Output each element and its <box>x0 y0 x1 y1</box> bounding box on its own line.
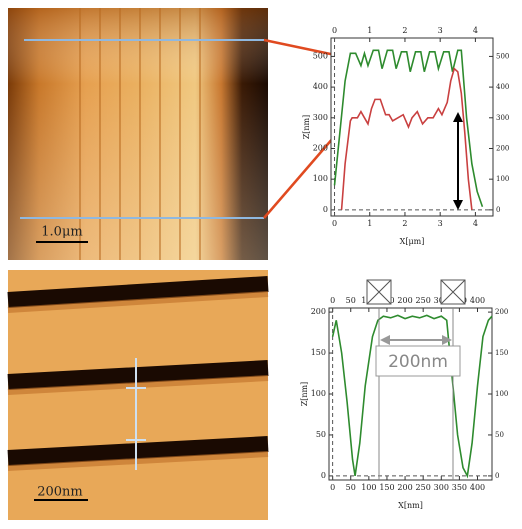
page: 1.0μm 200nm 0011223344001001002002003003… <box>0 0 522 525</box>
x-tick-label-top: 250 <box>416 296 431 305</box>
x-axis-label: X[nm] <box>398 501 423 510</box>
x-tick-label-top: 0 <box>332 26 337 35</box>
afm-shade <box>8 8 268 260</box>
y-tick-label-right: 300 <box>496 114 509 122</box>
y-tick-label: 200 <box>311 307 326 316</box>
x-tick-label: 100 <box>361 483 376 492</box>
y-tick-label: 100 <box>311 389 326 398</box>
x-tick-label-top: 4 <box>473 26 478 35</box>
x-tick-label: 4 <box>473 219 478 228</box>
x-tick-label-top: 2 <box>402 26 407 35</box>
y-tick-label-right: 200 <box>495 308 508 316</box>
x-tick-label: 150 <box>379 483 394 492</box>
plot-frame <box>329 308 492 480</box>
x-tick-label: 1 <box>367 219 372 228</box>
y-tick-label-right: 200 <box>496 144 509 152</box>
y-tick-label-right: 400 <box>496 83 509 91</box>
x-tick-label: 300 <box>434 483 449 492</box>
annotation: 200nm <box>388 352 448 372</box>
y-tick-label-right: 0 <box>496 206 500 214</box>
y-tick-label-right: 0 <box>495 472 499 480</box>
y-tick-label: 300 <box>313 113 328 122</box>
x-tick-label-top: 400 <box>470 296 485 305</box>
x-tick-label: 3 <box>438 219 443 228</box>
x-tick-label-top: 3 <box>438 26 443 35</box>
y-axis-label: Z[nm] <box>302 115 311 140</box>
figure: 1.0μm 200nm 0011223344001001002002003003… <box>0 0 522 525</box>
y-tick-label: 200 <box>313 143 328 152</box>
scale-label: 1.0μm <box>41 225 82 240</box>
y-tick-label-right: 100 <box>496 175 509 183</box>
x-tick-label: 250 <box>416 483 431 492</box>
y-tick-label: 150 <box>311 348 326 357</box>
x-tick-label-top: 1 <box>367 26 372 35</box>
y-tick-label-right: 50 <box>495 431 504 439</box>
x-tick-label: 50 <box>346 483 356 492</box>
y-tick-label: 0 <box>323 205 328 214</box>
x-tick-label: 0 <box>332 219 337 228</box>
y-tick-label-right: 150 <box>495 349 508 357</box>
y-tick-label: 50 <box>316 430 326 439</box>
y-tick-label-right: 500 <box>496 52 509 60</box>
y-tick-label: 100 <box>313 174 328 183</box>
y-axis-label: Z[nm] <box>300 382 309 407</box>
x-tick-label: 400 <box>470 483 485 492</box>
y-tick-label: 500 <box>313 51 328 60</box>
scale-label: 200nm <box>37 485 83 500</box>
x-tick-label: 350 <box>452 483 467 492</box>
x-tick-label-top: 50 <box>346 296 356 305</box>
x-tick-label-top: 0 <box>330 296 335 305</box>
y-tick-label: 0 <box>321 471 326 480</box>
x-tick-label: 0 <box>330 483 335 492</box>
x-tick-label: 200 <box>397 483 412 492</box>
x-tick-label-top: 200 <box>397 296 412 305</box>
x-axis-label: X[μm] <box>400 237 425 246</box>
y-tick-label-right: 100 <box>495 390 508 398</box>
y-tick-label: 400 <box>313 82 328 91</box>
x-tick-label: 2 <box>402 219 407 228</box>
